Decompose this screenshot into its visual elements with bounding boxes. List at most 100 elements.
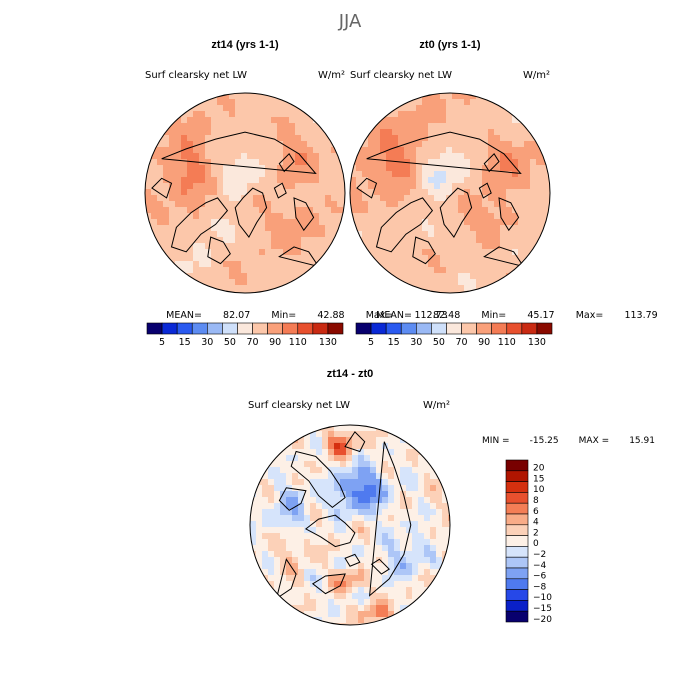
field-cell (307, 201, 314, 208)
field-cell (374, 183, 381, 190)
field-cell (464, 105, 471, 112)
field-cell (175, 255, 182, 262)
field-cell (289, 255, 296, 262)
field-cell (259, 141, 266, 148)
field-cell (253, 93, 260, 100)
field-cell (458, 225, 465, 232)
field-cell (289, 261, 296, 268)
field-cell (518, 189, 525, 196)
field-cell (500, 231, 507, 238)
field-cell (271, 135, 278, 142)
field-cell (316, 551, 323, 558)
field-cell (418, 467, 425, 474)
field-cell (295, 201, 302, 208)
field-cell (250, 521, 257, 528)
field-cell (382, 449, 389, 456)
field-cell (256, 485, 263, 492)
field-cell (328, 599, 335, 606)
field-cell (286, 575, 293, 582)
field-cell (310, 437, 317, 444)
colorbar-tick-label: 10 (533, 485, 545, 495)
field-cell (235, 291, 242, 293)
field-cell (382, 563, 389, 570)
field-cell (500, 279, 507, 286)
field-cell (247, 153, 254, 160)
field-cell (181, 123, 188, 130)
field-cell (382, 479, 389, 486)
field-cell (211, 237, 218, 244)
field-cell (199, 207, 206, 214)
field-cell (175, 129, 182, 136)
field-cell (313, 267, 320, 274)
field-cell (277, 225, 284, 232)
field-cell (542, 231, 549, 238)
field-cell (418, 563, 425, 570)
field-cell (476, 279, 483, 286)
field-cell (434, 93, 441, 100)
colorbar-tick-label: −20 (533, 615, 552, 625)
field-cell (398, 183, 405, 190)
field-cell (368, 207, 375, 214)
field-cell (410, 189, 417, 196)
field-cell (458, 237, 465, 244)
field-cell (476, 225, 483, 232)
field-cell (458, 201, 465, 208)
field-cell (205, 231, 212, 238)
colorbar-tick-label: 20 (533, 464, 545, 474)
field-cell (313, 225, 320, 232)
field-cell (398, 201, 405, 208)
min-label: Min= (481, 310, 506, 321)
field-cell (392, 207, 399, 214)
field-cell (217, 243, 224, 250)
field-cell (464, 279, 471, 286)
field-cell (374, 129, 381, 136)
colorbar-swatch (505, 610, 529, 623)
field-cell (340, 437, 347, 444)
field-cell (295, 111, 302, 118)
field-cell (410, 147, 417, 154)
field-cell (398, 105, 405, 112)
field-cell (404, 141, 411, 148)
field-cell (334, 581, 341, 588)
field-cell (217, 231, 224, 238)
field-cell (346, 593, 353, 600)
field-cell (280, 467, 287, 474)
field-cell (370, 545, 377, 552)
field-cell (292, 551, 299, 558)
field-cell (181, 219, 188, 226)
field-cell (392, 159, 399, 166)
field-cell (364, 587, 371, 594)
field-cell (494, 183, 501, 190)
field-cell (494, 141, 501, 148)
field-cell (362, 189, 369, 196)
colorbar-swatch (252, 322, 268, 335)
field-cell (440, 129, 447, 136)
field-cell (289, 201, 296, 208)
field-cell (416, 165, 423, 172)
field-cell (506, 231, 513, 238)
field-cell (325, 225, 332, 232)
colorbar-swatch (237, 322, 253, 335)
field-cell (542, 165, 549, 172)
coastline-path (207, 236, 231, 265)
field-cell (398, 129, 405, 136)
field-cell (271, 123, 278, 130)
field-cell (340, 563, 347, 570)
field-cell (536, 171, 543, 178)
field-cell (458, 255, 465, 262)
field-cell (265, 117, 272, 124)
field-cell (241, 249, 248, 256)
field-cell (259, 219, 266, 226)
field-cell (253, 249, 260, 256)
field-cell (452, 135, 459, 142)
field-cell (310, 491, 317, 498)
field-cell (235, 231, 242, 238)
field-cell (418, 539, 425, 546)
field-cell (223, 195, 230, 202)
field-cell (394, 593, 401, 600)
field-cell (277, 201, 284, 208)
field-cell (374, 255, 381, 262)
field-cell (428, 141, 435, 148)
field-cell (476, 141, 483, 148)
field-cell (424, 545, 431, 552)
